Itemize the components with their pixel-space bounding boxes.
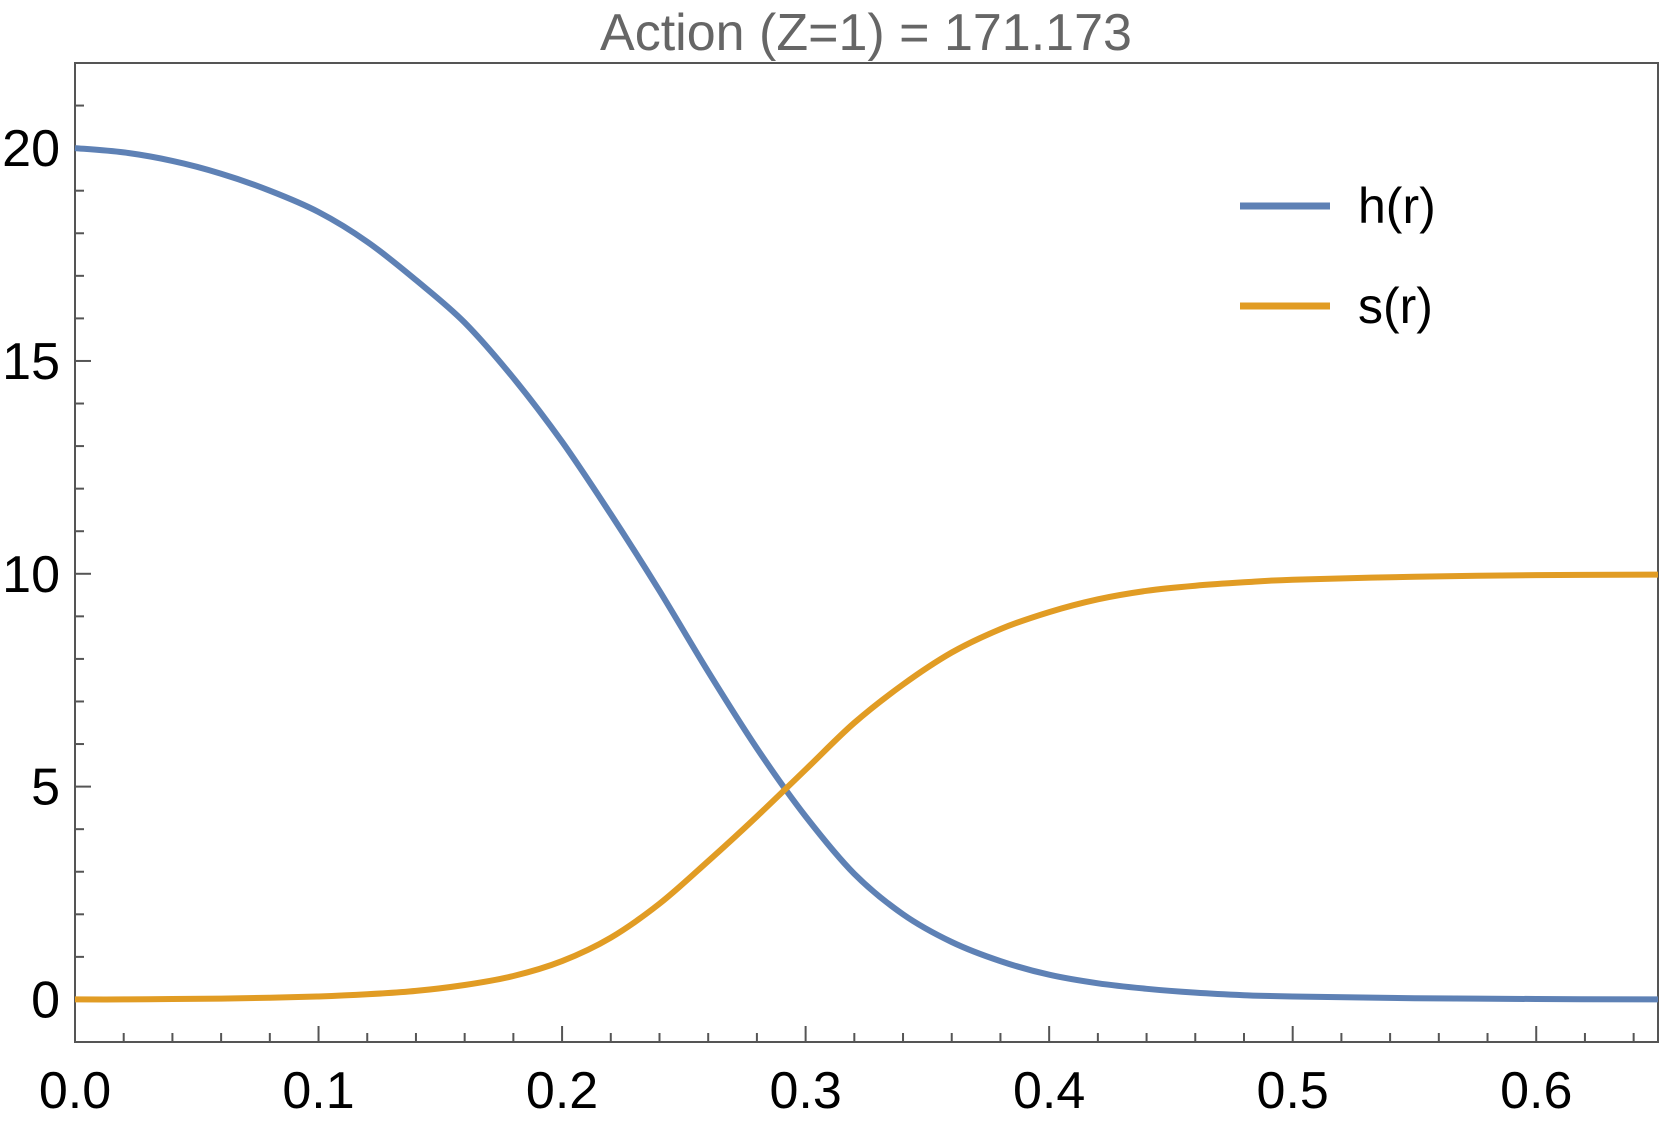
x-tick-label: 0.0 xyxy=(39,1062,111,1120)
series-line-h xyxy=(74,145,1659,1003)
series-line-s xyxy=(74,571,1659,1003)
y-tick-label: 10 xyxy=(2,546,60,604)
x-tick-label: 0.1 xyxy=(282,1062,354,1120)
axis-ticks xyxy=(74,62,1635,1043)
chart-title: Action (Z=1) = 171.173 xyxy=(600,4,1132,62)
x-tick-label: 0.2 xyxy=(526,1062,598,1120)
series-layer xyxy=(74,145,1659,1003)
y-tick-label: 15 xyxy=(2,333,60,391)
legend: h(r) s(r) xyxy=(1240,178,1436,334)
x-tick-label: 0.5 xyxy=(1257,1062,1329,1120)
x-tick-label: 0.3 xyxy=(769,1062,841,1120)
y-tick-label: 0 xyxy=(31,971,60,1029)
legend-label: h(r) xyxy=(1358,178,1436,234)
y-tick-label: 5 xyxy=(31,759,60,817)
x-tick-label: 0.6 xyxy=(1500,1062,1572,1120)
plot-frame xyxy=(74,62,1659,1043)
y-tick-label: 20 xyxy=(2,120,60,178)
tick-labels: 0.0 0.1 0.2 0.3 0.4 0.5 0.6 0 5 10 15 20 xyxy=(2,120,1572,1120)
x-tick-label: 0.4 xyxy=(1013,1062,1085,1120)
legend-label: s(r) xyxy=(1358,278,1433,334)
